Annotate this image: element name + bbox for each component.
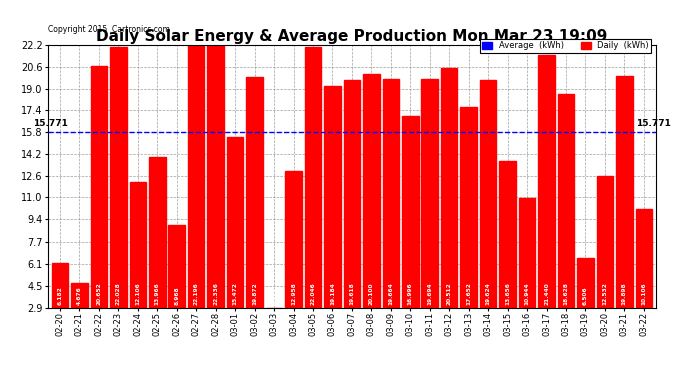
Text: 15.472: 15.472 bbox=[233, 283, 237, 306]
Bar bbox=[382, 80, 399, 308]
Bar bbox=[52, 263, 68, 308]
Bar bbox=[266, 308, 282, 347]
Bar bbox=[616, 76, 633, 308]
Text: 18.628: 18.628 bbox=[564, 283, 569, 306]
Bar bbox=[500, 161, 516, 308]
Title: Daily Solar Energy & Average Production Mon Mar 23 19:09: Daily Solar Energy & Average Production … bbox=[96, 29, 608, 44]
Text: 19.898: 19.898 bbox=[622, 283, 627, 306]
Bar bbox=[227, 136, 244, 308]
Bar bbox=[402, 116, 419, 308]
Text: 13.966: 13.966 bbox=[155, 283, 160, 306]
Text: 19.872: 19.872 bbox=[252, 283, 257, 306]
Text: 22.336: 22.336 bbox=[213, 283, 218, 306]
Bar bbox=[285, 171, 302, 308]
Bar bbox=[188, 45, 204, 308]
Text: 19.664: 19.664 bbox=[388, 283, 393, 306]
Bar bbox=[597, 177, 613, 308]
Text: 22.028: 22.028 bbox=[116, 283, 121, 306]
Text: 12.958: 12.958 bbox=[291, 283, 296, 306]
Bar bbox=[422, 79, 438, 308]
Text: 15.771: 15.771 bbox=[33, 119, 68, 128]
Text: 4.676: 4.676 bbox=[77, 287, 82, 306]
Text: 17.652: 17.652 bbox=[466, 283, 471, 306]
Bar bbox=[324, 86, 341, 308]
Text: 6.182: 6.182 bbox=[57, 287, 63, 306]
Text: 20.512: 20.512 bbox=[446, 283, 452, 306]
Bar bbox=[577, 258, 593, 308]
Text: 21.440: 21.440 bbox=[544, 283, 549, 306]
Text: Copyright 2015  Cartronics.com: Copyright 2015 Cartronics.com bbox=[48, 26, 170, 34]
Text: 16.996: 16.996 bbox=[408, 283, 413, 306]
Bar bbox=[208, 43, 224, 308]
Bar bbox=[90, 66, 107, 308]
Text: 19.694: 19.694 bbox=[427, 283, 432, 306]
Text: 22.196: 22.196 bbox=[194, 283, 199, 306]
Bar bbox=[480, 80, 496, 308]
Bar bbox=[246, 76, 263, 308]
Text: 6.506: 6.506 bbox=[583, 287, 588, 306]
Bar bbox=[363, 74, 380, 308]
Text: 19.624: 19.624 bbox=[486, 283, 491, 306]
Text: 20.100: 20.100 bbox=[369, 283, 374, 306]
Bar bbox=[71, 284, 88, 308]
Text: 20.652: 20.652 bbox=[97, 283, 101, 306]
Text: 0.000: 0.000 bbox=[272, 287, 277, 306]
Bar bbox=[460, 107, 477, 307]
Legend: Average  (kWh), Daily  (kWh): Average (kWh), Daily (kWh) bbox=[480, 39, 651, 53]
Bar bbox=[110, 47, 127, 308]
Bar bbox=[149, 157, 166, 308]
Text: 19.618: 19.618 bbox=[349, 283, 355, 306]
Text: 10.106: 10.106 bbox=[641, 283, 647, 306]
Text: 8.968: 8.968 bbox=[175, 287, 179, 306]
Text: 19.184: 19.184 bbox=[330, 283, 335, 306]
Text: 22.046: 22.046 bbox=[310, 283, 315, 306]
Bar bbox=[635, 210, 652, 308]
Bar bbox=[558, 94, 574, 308]
Bar bbox=[344, 80, 360, 308]
Text: 12.532: 12.532 bbox=[602, 283, 607, 306]
Bar bbox=[305, 47, 322, 308]
Bar bbox=[519, 198, 535, 308]
Bar bbox=[441, 68, 457, 308]
Text: 13.656: 13.656 bbox=[505, 283, 510, 306]
Bar bbox=[130, 182, 146, 308]
Bar bbox=[168, 225, 185, 308]
Text: 10.944: 10.944 bbox=[524, 283, 529, 306]
Bar bbox=[538, 56, 555, 308]
Text: 12.106: 12.106 bbox=[135, 283, 140, 306]
Text: 15.771: 15.771 bbox=[636, 119, 671, 128]
